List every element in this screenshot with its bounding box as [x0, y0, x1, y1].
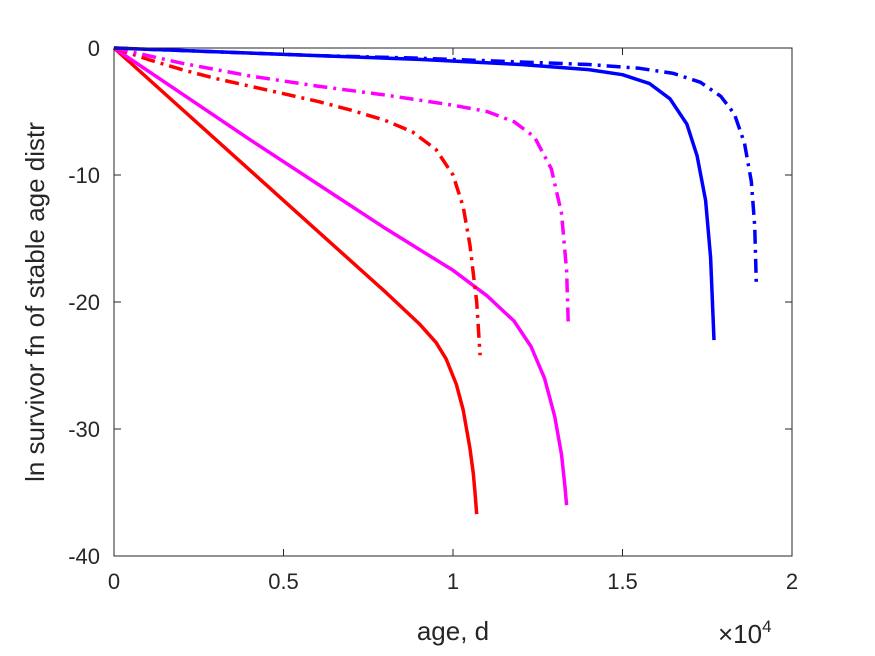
y-tick-label: -40 [68, 544, 100, 569]
series-layer [112, 46, 759, 515]
y-axis-label: ln survivor fn of stable age distr [20, 122, 50, 482]
plot-frame [114, 48, 792, 556]
axes-layer [113, 47, 793, 557]
x-exponent-base: ×10 [718, 619, 762, 649]
tick-label-layer: 0 0.5 1 1.5 2 0 -10 -20 -30 -40 [68, 36, 798, 594]
x-axis-label: age, d [417, 616, 489, 646]
series-line-6 [113, 46, 759, 287]
y-tick-label: 0 [88, 36, 100, 61]
series-line-5 [113, 46, 571, 325]
y-tick-label: -20 [68, 290, 100, 315]
x-tick-label: 2 [786, 569, 798, 594]
y-tick-label: -10 [68, 163, 100, 188]
series-line-3 [113, 46, 716, 341]
y-tick-label: -30 [68, 417, 100, 442]
x-exponent-power: 4 [762, 617, 771, 636]
series-line-2 [113, 46, 569, 506]
x-exponent-label: ×104 [718, 617, 772, 649]
x-tick-label: 0.5 [268, 569, 299, 594]
x-tick-label: 1 [447, 569, 459, 594]
x-tick-label: 0 [108, 569, 120, 594]
x-tick-label: 1.5 [607, 569, 638, 594]
series-line-1 [112, 46, 479, 515]
plot-area [112, 46, 793, 557]
series-line-4 [113, 46, 482, 356]
